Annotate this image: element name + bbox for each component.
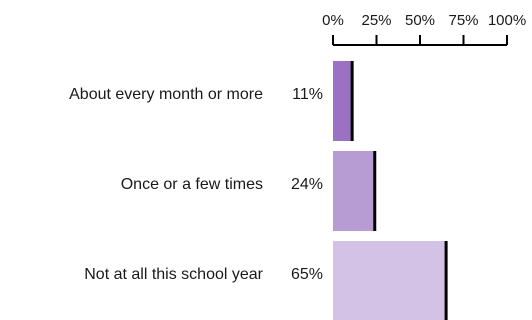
value-label: 11% xyxy=(292,86,323,103)
bars: 11% About every month or more 24% Once or a… xyxy=(69,61,448,320)
value-label: 65% xyxy=(291,266,323,283)
bar xyxy=(333,61,353,141)
bar xyxy=(333,151,375,231)
category-label: About every month or more xyxy=(69,86,263,103)
value-label: 24% xyxy=(291,176,323,193)
bar xyxy=(333,241,447,320)
x-axis: 0% 25% 50% 75% 100% xyxy=(322,12,526,46)
category-label: Once or a few times xyxy=(121,176,263,193)
x-tick-label: 25% xyxy=(361,12,391,29)
x-tick-label: 75% xyxy=(448,12,478,29)
x-tick-label: 100% xyxy=(488,12,526,29)
x-tick-label: 50% xyxy=(405,12,435,29)
category-label: Not at all this school year xyxy=(84,266,263,283)
x-tick-label: 0% xyxy=(322,12,344,29)
